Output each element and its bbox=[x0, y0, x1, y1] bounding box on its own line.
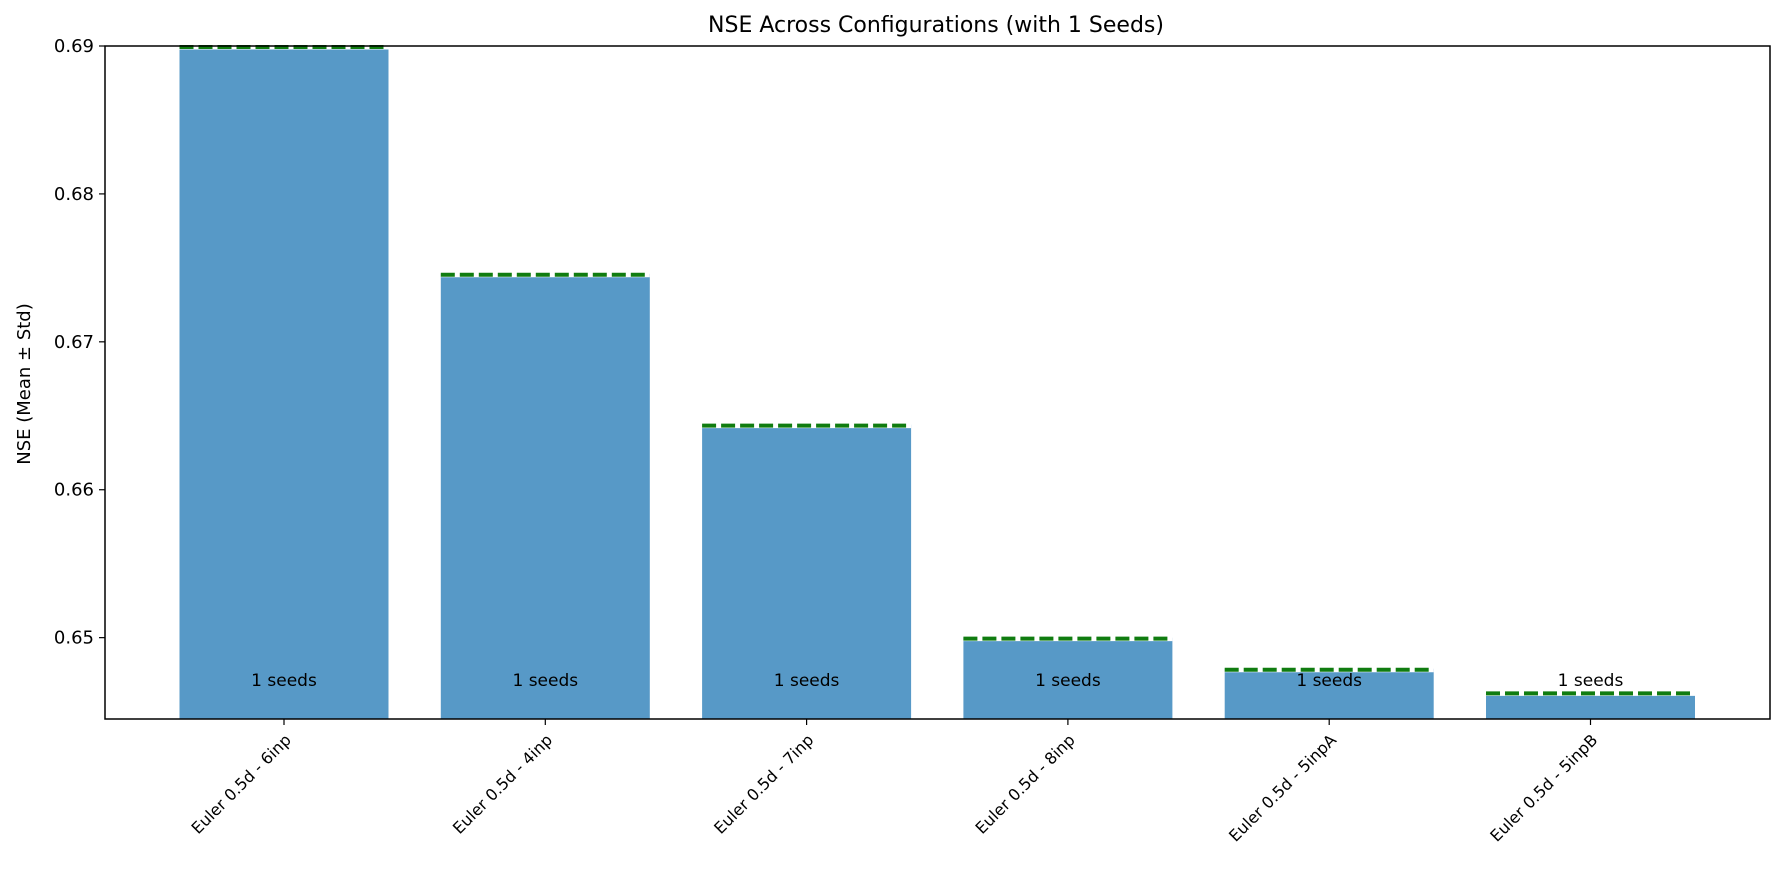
mean-lines-group bbox=[179, 44, 1695, 696]
bar-3 bbox=[963, 637, 1173, 719]
x-tick-label-2: Euler 0.5d - 7inp bbox=[710, 730, 817, 837]
chart-title: NSE Across Configurations (with 1 Seeds) bbox=[708, 13, 1164, 38]
x-tick-label-1: Euler 0.5d - 4inp bbox=[449, 730, 556, 837]
bar-2 bbox=[702, 424, 912, 719]
bar-0 bbox=[179, 46, 389, 719]
bar-annotation-3: 1 seeds bbox=[1035, 671, 1101, 691]
y-axis: 0.65 0.66 0.67 0.68 0.69 bbox=[54, 36, 105, 649]
bar-1 bbox=[440, 273, 650, 719]
y-tick-label-3: 0.68 bbox=[54, 184, 94, 205]
bar-annotation-4: 1 seeds bbox=[1296, 671, 1362, 691]
bars-group bbox=[179, 46, 1695, 719]
y-tick-label-0: 0.65 bbox=[54, 628, 94, 649]
plot-frame bbox=[104, 45, 1771, 720]
x-tick-label-0: Euler 0.5d - 6inp bbox=[188, 730, 295, 837]
bar-5 bbox=[1486, 692, 1695, 719]
bar-4 bbox=[1224, 668, 1434, 719]
bar-annotation-1: 1 seeds bbox=[512, 671, 578, 691]
y-tick-label-4: 0.69 bbox=[54, 36, 94, 57]
bar-annotation-0: 1 seeds bbox=[251, 671, 317, 691]
x-tick-label-4: Euler 0.5d - 5inpA bbox=[1225, 730, 1340, 845]
bar-annotation-5: 1 seeds bbox=[1558, 671, 1624, 691]
y-tick-label-2: 0.67 bbox=[54, 332, 94, 353]
bar-annotation-2: 1 seeds bbox=[774, 671, 840, 691]
x-tick-label-3: Euler 0.5d - 8inp bbox=[971, 730, 1078, 837]
x-axis: Euler 0.5d - 6inp Euler 0.5d - 4inp Euler … bbox=[188, 719, 1601, 845]
y-tick-label-1: 0.66 bbox=[54, 480, 94, 501]
annotations-group: 1 seeds 1 seeds 1 seeds 1 seeds 1 seeds 1 see… bbox=[251, 671, 1623, 691]
y-axis-label: NSE (Mean ± Std) bbox=[14, 303, 35, 465]
x-tick-label-5: Euler 0.5d - 5inpB bbox=[1486, 730, 1601, 845]
